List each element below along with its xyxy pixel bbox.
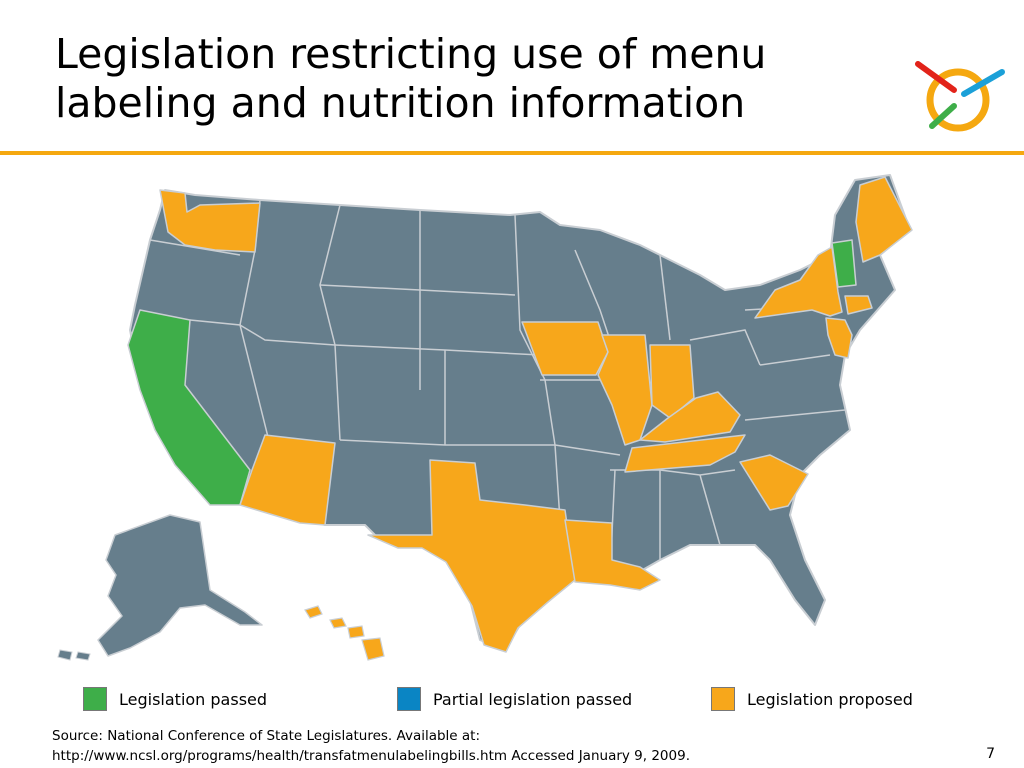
legend-item-passed: Legislation passed <box>83 687 267 711</box>
title-line-2: labeling and nutrition information <box>55 79 746 127</box>
legend-swatch-proposed <box>711 687 735 711</box>
source-citation: Source: National Conference of State Leg… <box>52 726 690 766</box>
page-number: 7 <box>986 746 995 762</box>
state-hawaii <box>304 605 385 661</box>
state-south-carolina <box>739 454 809 511</box>
legend-item-partial: Partial legislation passed <box>397 687 632 711</box>
state-tennessee <box>624 434 746 473</box>
state-borders <box>149 199 846 576</box>
state-kentucky <box>639 391 741 443</box>
legend-label-proposed: Legislation proposed <box>747 689 913 709</box>
legend-label-passed: Legislation passed <box>119 689 268 709</box>
legend-swatch-partial <box>397 687 421 711</box>
source-line-2: http://www.ncsl.org/programs/health/tran… <box>52 748 690 764</box>
legend-item-proposed: Legislation proposed <box>711 687 913 711</box>
state-washington <box>159 189 261 253</box>
title-rule <box>0 151 1024 155</box>
state-illinois <box>597 334 653 446</box>
us-states-map <box>57 174 913 661</box>
state-alaska <box>97 514 263 657</box>
state-california <box>127 309 251 506</box>
state-arizona <box>239 434 336 526</box>
logo-icon <box>915 61 1005 132</box>
legend-label-partial: Partial legislation passed <box>433 689 633 709</box>
legend-swatch-passed <box>83 687 107 711</box>
source-line-1: Source: National Conference of State Leg… <box>52 728 481 744</box>
map-landmass <box>129 174 911 651</box>
map-legend: Legislation passed Partial legislation p… <box>0 687 1024 713</box>
state-iowa <box>521 321 609 376</box>
title-line-1: Legislation restricting use of menu <box>55 30 767 78</box>
state-maine <box>855 176 913 263</box>
state-louisiana <box>564 519 661 591</box>
state-texas <box>367 459 576 653</box>
state-connecticut <box>844 295 873 315</box>
page-title: Legislation restricting use of menu labe… <box>55 30 885 128</box>
state-new-york <box>754 246 843 319</box>
state-new-jersey <box>825 317 853 359</box>
alaska-islands <box>57 649 91 661</box>
